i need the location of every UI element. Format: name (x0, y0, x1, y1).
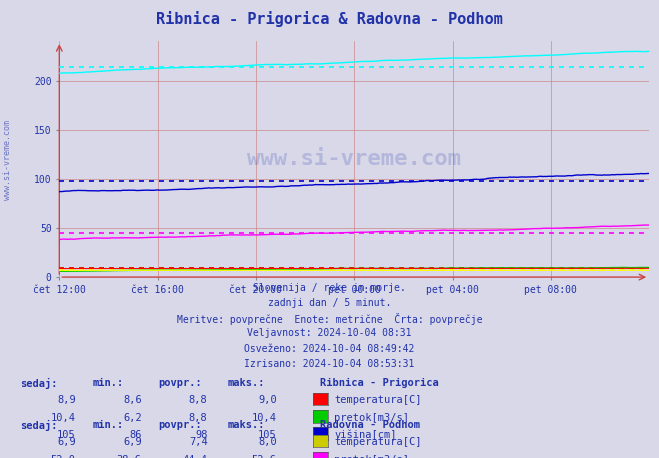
Text: 10,4: 10,4 (252, 413, 277, 423)
Text: 7,4: 7,4 (189, 437, 208, 447)
Text: sedaj:: sedaj: (20, 420, 57, 431)
Text: 10,4: 10,4 (51, 413, 76, 423)
Text: 38,6: 38,6 (117, 455, 142, 458)
Text: povpr.:: povpr.: (158, 420, 202, 430)
Text: Ribnica - Prigorica: Ribnica - Prigorica (320, 378, 438, 388)
Text: www.si-vreme.com: www.si-vreme.com (247, 149, 461, 169)
Text: 98: 98 (195, 430, 208, 440)
Text: zadnji dan / 5 minut.: zadnji dan / 5 minut. (268, 298, 391, 308)
Text: 8,9: 8,9 (57, 395, 76, 405)
Text: 86: 86 (129, 430, 142, 440)
Text: 52,6: 52,6 (252, 455, 277, 458)
Text: 8,8: 8,8 (189, 395, 208, 405)
Text: Osveženo: 2024-10-04 08:49:42: Osveženo: 2024-10-04 08:49:42 (244, 344, 415, 354)
Text: min.:: min.: (92, 378, 123, 388)
Text: višina[cm]: višina[cm] (334, 430, 397, 441)
Text: sedaj:: sedaj: (20, 378, 57, 389)
Text: Radovna - Podhom: Radovna - Podhom (320, 420, 420, 430)
Text: www.si-vreme.com: www.si-vreme.com (3, 120, 13, 200)
Text: 6,9: 6,9 (123, 437, 142, 447)
Text: Izrisano: 2024-10-04 08:53:31: Izrisano: 2024-10-04 08:53:31 (244, 359, 415, 369)
Text: 44,4: 44,4 (183, 455, 208, 458)
Text: min.:: min.: (92, 420, 123, 430)
Text: 105: 105 (258, 430, 277, 440)
Text: temperatura[C]: temperatura[C] (334, 395, 422, 405)
Text: maks.:: maks.: (227, 378, 265, 388)
Text: Veljavnost: 2024-10-04 08:31: Veljavnost: 2024-10-04 08:31 (247, 328, 412, 338)
Text: 8,0: 8,0 (258, 437, 277, 447)
Text: Ribnica - Prigorica & Radovna - Podhom: Ribnica - Prigorica & Radovna - Podhom (156, 11, 503, 27)
Text: temperatura[C]: temperatura[C] (334, 437, 422, 447)
Text: povpr.:: povpr.: (158, 378, 202, 388)
Text: 8,6: 8,6 (123, 395, 142, 405)
Text: pretok[m3/s]: pretok[m3/s] (334, 455, 409, 458)
Text: maks.:: maks.: (227, 420, 265, 430)
Text: 6,2: 6,2 (123, 413, 142, 423)
Text: 105: 105 (57, 430, 76, 440)
Text: 6,9: 6,9 (57, 437, 76, 447)
Text: 52,0: 52,0 (51, 455, 76, 458)
Text: pretok[m3/s]: pretok[m3/s] (334, 413, 409, 423)
Text: Slovenija / reke in morje.: Slovenija / reke in morje. (253, 283, 406, 293)
Text: 8,8: 8,8 (189, 413, 208, 423)
Text: Meritve: povprečne  Enote: metrične  Črta: povprečje: Meritve: povprečne Enote: metrične Črta:… (177, 313, 482, 325)
Text: 9,0: 9,0 (258, 395, 277, 405)
